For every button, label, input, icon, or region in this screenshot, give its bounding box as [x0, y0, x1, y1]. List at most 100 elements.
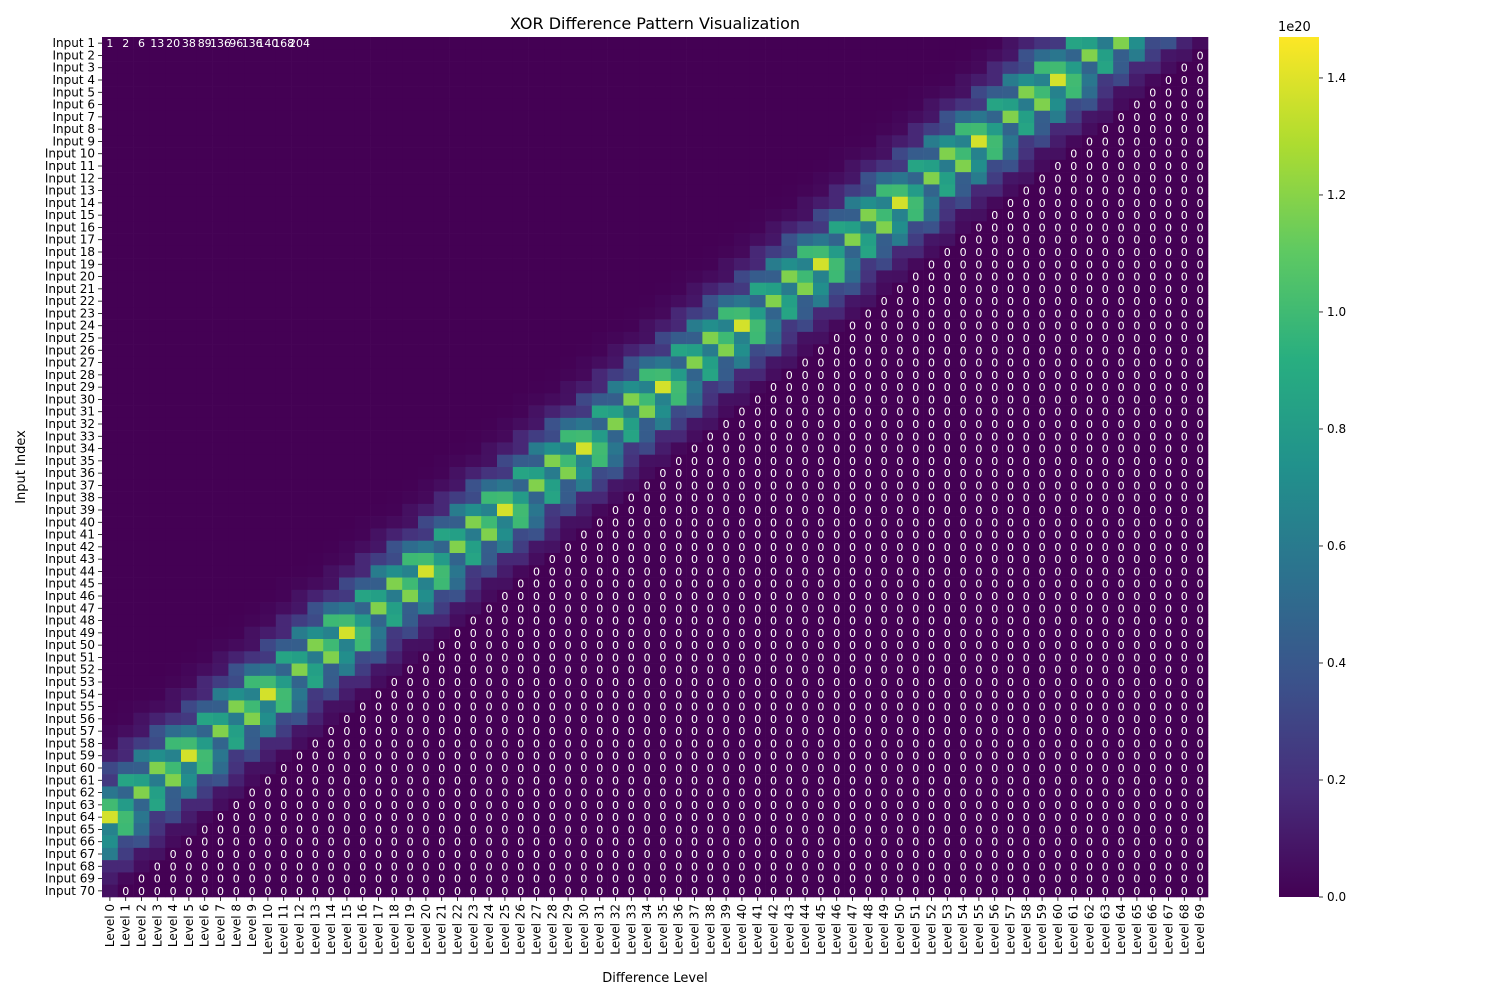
heatmap-cell	[1129, 344, 1146, 357]
heatmap-cell	[354, 405, 371, 419]
heatmap-cell	[607, 196, 624, 210]
heatmap-cell	[196, 381, 213, 394]
heatmap-cell	[260, 663, 277, 677]
heatmap-cell	[528, 282, 545, 296]
heatmap-cell	[560, 184, 577, 198]
heatmap-cell	[1018, 331, 1035, 345]
heatmap-cell	[386, 467, 403, 480]
heatmap-cell	[1065, 37, 1082, 50]
heatmap-cell	[639, 393, 656, 406]
heatmap-cell	[781, 245, 798, 259]
cell-value-label: 0	[1133, 99, 1140, 112]
heatmap-cell	[892, 172, 909, 185]
heatmap-cell	[402, 295, 419, 308]
heatmap-cell	[655, 393, 672, 406]
heatmap-cell	[465, 123, 482, 136]
heatmap-cell	[449, 565, 466, 578]
heatmap-cell	[923, 172, 940, 185]
heatmap-cell	[749, 37, 766, 50]
heatmap-cell	[639, 110, 656, 124]
heatmap-cell	[228, 319, 245, 333]
heatmap-cell	[971, 123, 988, 136]
heatmap-cell	[1081, 258, 1098, 271]
heatmap-cell	[1113, 258, 1130, 271]
heatmap-cell	[275, 98, 292, 112]
heatmap-cell	[402, 184, 419, 198]
heatmap-cell	[576, 467, 593, 480]
heatmap-cell	[591, 381, 608, 394]
cell-value-label: 0	[1133, 135, 1140, 148]
heatmap-cell	[781, 258, 798, 271]
heatmap-cell	[639, 270, 656, 284]
heatmap-cell	[939, 356, 956, 370]
heatmap-cell	[260, 614, 277, 628]
heatmap-cell	[923, 233, 940, 247]
heatmap-cell	[212, 405, 229, 419]
cell-value-label: 0	[1149, 111, 1156, 124]
heatmap-cell	[117, 761, 134, 775]
heatmap-cell	[1018, 172, 1035, 185]
heatmap-cell	[544, 479, 561, 492]
heatmap-cell	[718, 123, 735, 136]
heatmap-cell	[402, 503, 419, 517]
heatmap-cell	[686, 381, 703, 394]
heatmap-cell	[181, 307, 198, 320]
heatmap-cell	[576, 442, 593, 456]
heatmap-cell	[1065, 221, 1082, 234]
heatmap-cell	[275, 307, 292, 320]
heatmap-cell	[323, 172, 340, 185]
heatmap-cell	[923, 319, 940, 333]
heatmap-cell	[370, 454, 387, 468]
heatmap-cell	[402, 639, 419, 652]
heatmap-cell	[1050, 258, 1067, 271]
heatmap-cell	[971, 196, 988, 210]
heatmap-cell	[181, 86, 198, 99]
heatmap-cell	[244, 663, 261, 677]
heatmap-cell	[734, 184, 751, 198]
heatmap-cell	[718, 196, 735, 210]
heatmap-cell	[339, 602, 356, 615]
heatmap-cell	[828, 344, 845, 357]
heatmap-cell	[1097, 110, 1114, 124]
heatmap-cell	[986, 344, 1003, 357]
heatmap-cell	[433, 516, 450, 529]
heatmap-cell	[449, 479, 466, 492]
heatmap-cell	[844, 344, 861, 357]
heatmap-cell	[1097, 258, 1114, 271]
heatmap-cell	[165, 626, 182, 640]
heatmap-cell	[860, 295, 877, 308]
heatmap-cell	[307, 245, 324, 259]
heatmap-cell	[260, 688, 277, 701]
heatmap-cell	[1097, 319, 1114, 333]
heatmap-cell	[607, 307, 624, 320]
heatmap-cell	[133, 589, 150, 603]
heatmap-cell	[386, 110, 403, 124]
heatmap-cell	[718, 147, 735, 161]
heatmap-cell	[623, 110, 640, 124]
heatmap-cell	[291, 553, 308, 566]
heatmap-cell	[892, 319, 909, 333]
heatmap-cell	[244, 454, 261, 468]
heatmap-cell	[971, 233, 988, 247]
heatmap-cell	[102, 749, 119, 763]
heatmap-cell	[986, 110, 1003, 124]
heatmap-cell	[102, 405, 119, 419]
heatmap-cell	[433, 147, 450, 161]
heatmap-cells	[102, 37, 1209, 898]
heatmap-cell	[986, 295, 1003, 308]
heatmap-cell	[465, 381, 482, 394]
heatmap-cell	[670, 233, 687, 247]
heatmap-cell	[433, 110, 450, 124]
heatmap-cell	[244, 61, 261, 75]
heatmap-cell	[1113, 135, 1130, 148]
heatmap-cell	[117, 270, 134, 284]
heatmap-cell	[386, 442, 403, 456]
heatmap-cell	[481, 344, 498, 357]
heatmap-cell	[228, 663, 245, 677]
heatmap-cell	[339, 245, 356, 259]
heatmap-cell	[181, 196, 198, 210]
heatmap-cell	[576, 319, 593, 333]
heatmap-cell	[212, 454, 229, 468]
heatmap-cell	[749, 98, 766, 112]
heatmap-cell	[370, 258, 387, 271]
